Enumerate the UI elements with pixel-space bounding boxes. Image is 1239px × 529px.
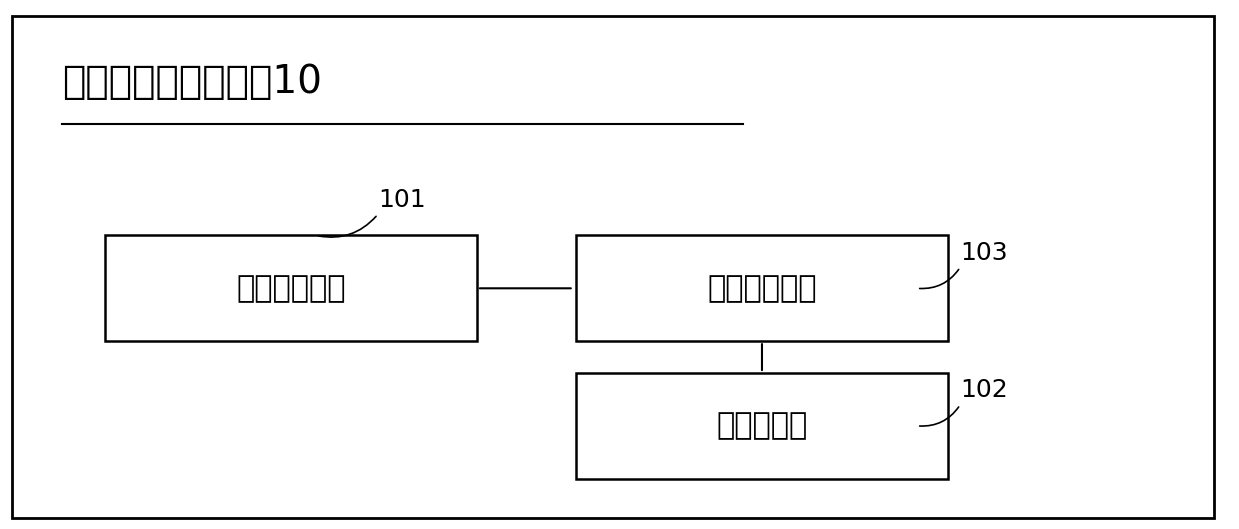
Bar	[105, 235, 477, 341]
Bar	[576, 235, 948, 341]
Bar	[576, 373, 948, 479]
Text: 多个传感器: 多个传感器	[716, 412, 808, 440]
Text: 102: 102	[960, 378, 1009, 402]
Text: 位置获取装置: 位置获取装置	[237, 274, 346, 303]
Text: 故障诊断主机: 故障诊断主机	[707, 274, 817, 303]
Text: 101: 101	[378, 188, 425, 212]
Text: 梯级的故障监测系统10: 梯级的故障监测系统10	[62, 63, 322, 102]
Text: 103: 103	[960, 241, 1007, 264]
